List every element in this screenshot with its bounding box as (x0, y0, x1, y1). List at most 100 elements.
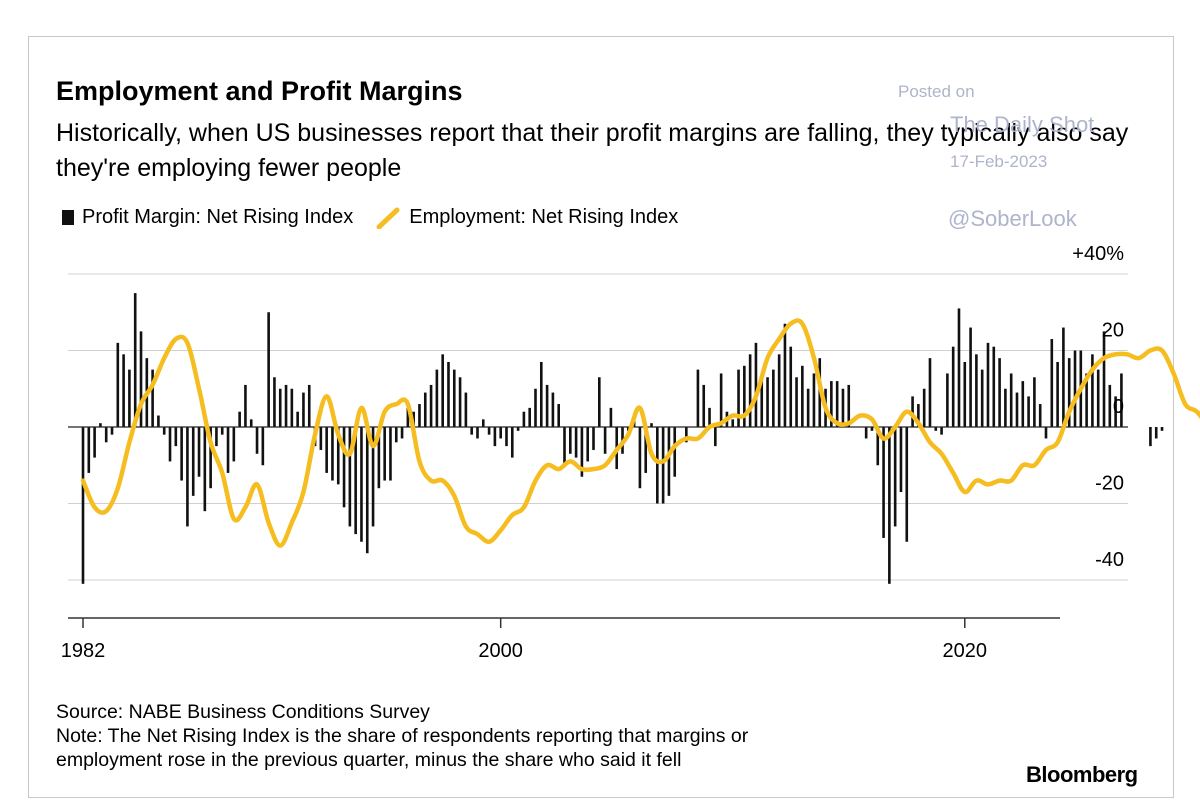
profit-margin-bar (563, 427, 566, 466)
profit-margin-bar (534, 388, 537, 427)
profit-margin-bar (766, 377, 769, 427)
profit-margin-bar (963, 361, 967, 427)
profit-margin-bar (528, 407, 531, 427)
profit-margin-bar (743, 365, 746, 427)
profit-margin-bar (922, 388, 926, 427)
profit-margin-bar (574, 427, 578, 458)
profit-margin-bar (1050, 339, 1054, 427)
profit-margin-bar (162, 427, 166, 435)
x-tick-label: 2020 (943, 640, 988, 662)
legend-bar-swatch (62, 210, 74, 225)
profit-margin-bar (708, 407, 711, 427)
profit-margin-bar (128, 369, 131, 427)
bloomberg-logo: Bloomberg (1026, 762, 1138, 787)
profit-margin-bar (754, 342, 758, 427)
profit-margin-bar (888, 427, 891, 584)
profit-margin-bar (284, 384, 288, 427)
profit-margin-bar (400, 427, 404, 439)
profit-margin-bar (348, 427, 352, 527)
profit-margin-bar (969, 327, 972, 427)
profit-margin-bar (325, 427, 328, 473)
profit-margin-bar (394, 427, 398, 443)
profit-margin-bar (975, 354, 978, 427)
chart-frame (28, 36, 1174, 798)
gridlines (68, 273, 1128, 581)
profit-margin-bar (365, 427, 369, 554)
profit-margin-bar (876, 427, 880, 466)
y-tick-label: +40% (1072, 243, 1124, 265)
legend-line-swatch (376, 207, 400, 229)
profit-margin-bar (609, 407, 613, 427)
profit-margin-bar (568, 427, 572, 454)
profit-margin-bar (940, 427, 943, 435)
profit-margin-bar (928, 358, 932, 427)
legend-line-label: Employment: Net Rising Index (409, 206, 679, 228)
note-line-2: employment rose in the previous quarter,… (56, 749, 682, 771)
profit-margin-bar (377, 427, 381, 489)
profit-margin-bar (244, 384, 247, 427)
profit-margin-bar (719, 373, 723, 427)
legend: Profit Margin: Net Rising Index Employme… (62, 206, 678, 229)
employment-line (80, 318, 1200, 548)
profit-margin-bar (847, 384, 851, 427)
profit-margin-bar (319, 427, 323, 450)
watermark-posted-on: Posted on (898, 82, 975, 101)
profit-margin-bar (360, 427, 363, 542)
profit-margin-bar (812, 373, 816, 427)
y-tick-label: -40 (1095, 549, 1124, 571)
profit-margin-bar (586, 427, 590, 462)
profit-margin-bar (1056, 361, 1059, 427)
profit-margin-bar (354, 427, 357, 535)
profit-margin-bar (1067, 358, 1071, 427)
profit-margin-bar (447, 361, 450, 427)
profit-margin-bar (197, 427, 201, 477)
profit-margin-bar (389, 427, 392, 481)
profit-margin-bar (882, 427, 885, 538)
profit-margin-bar (893, 427, 897, 527)
profit-margin-bar (81, 427, 85, 584)
profit-margin-bar (458, 377, 462, 427)
profit-margin-bar (661, 427, 665, 504)
profit-margin-bar (290, 388, 294, 427)
profit-margin-bar (203, 427, 207, 512)
profit-margin-bar (493, 427, 497, 447)
profit-margin-bar (1096, 369, 1100, 427)
profit-margin-bar (122, 354, 125, 427)
profit-margin-bar (551, 392, 555, 427)
profit-margin-bar (1160, 427, 1164, 431)
profit-margin-bar (302, 392, 305, 427)
profit-margin-bar (487, 427, 491, 435)
profit-margin-bar (731, 419, 735, 427)
profit-margin-bar (957, 308, 961, 427)
profit-margin-bar (917, 404, 920, 427)
x-tick-label: 2000 (478, 640, 523, 662)
profit-margin-bar (1149, 427, 1152, 447)
profit-margin-bar (255, 427, 259, 454)
profit-margin-bar (516, 427, 520, 431)
profit-margin-bar (273, 377, 276, 427)
y-tick-label: 20 (1102, 320, 1124, 342)
profit-margin-bar (539, 361, 543, 427)
profit-margin-bar (307, 384, 311, 427)
profit-margin-bar (748, 354, 752, 427)
profit-margin-bar (1114, 396, 1117, 427)
profit-margin-bar (238, 411, 241, 427)
profit-margin-bar (1091, 354, 1094, 427)
profit-margin-bar (667, 427, 671, 496)
profit-margin-bar (783, 323, 787, 427)
profit-margin-bar (598, 377, 601, 427)
profit-margin-bar (157, 415, 160, 427)
profit-margin-bar (1033, 377, 1036, 427)
profit-margin-bar (951, 346, 955, 427)
profit-margin-bar (383, 427, 386, 481)
profit-margin-bar (980, 369, 984, 427)
profit-margin-bar (830, 381, 833, 427)
profit-margin-bar (191, 427, 195, 496)
profit-margin-bar (1004, 388, 1007, 427)
profit-margin-bar (911, 396, 914, 427)
profit-margin-bar (296, 411, 299, 427)
profit-margin-bar (1102, 331, 1106, 427)
x-tick-label: 1982 (61, 640, 106, 662)
chart-subtitle: Historically, when US businesses report … (56, 119, 1129, 182)
profit-margin-bar (1044, 427, 1048, 439)
